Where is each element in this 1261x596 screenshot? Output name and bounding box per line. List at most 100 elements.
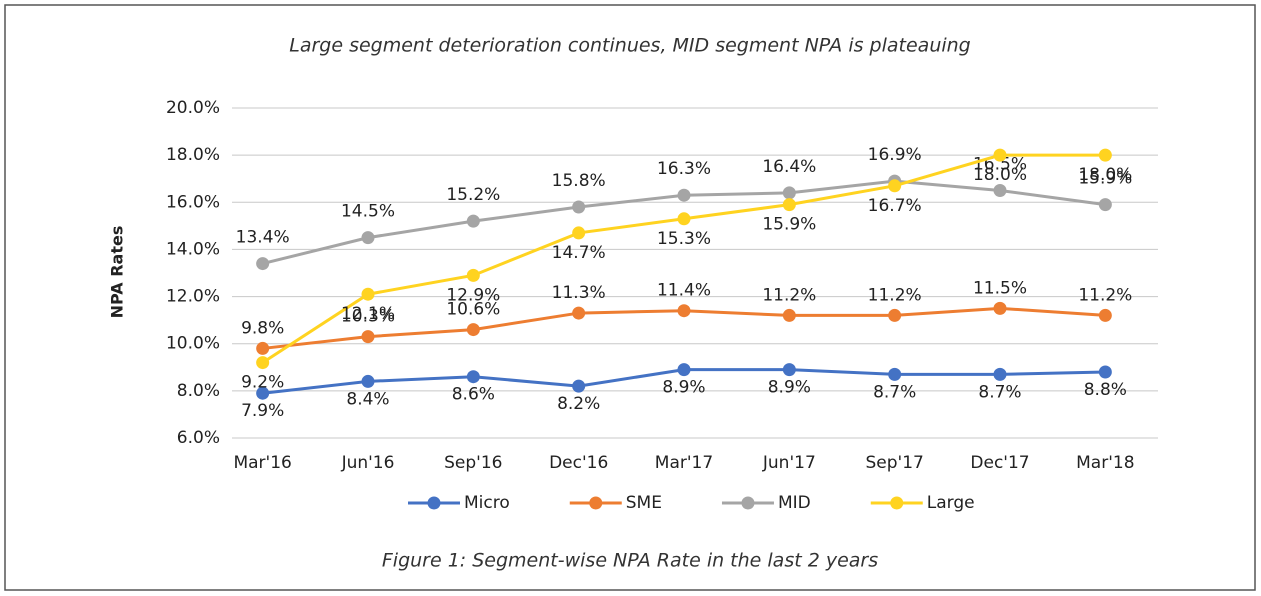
caption: Figure 1: Segment-wise NPA Rate in the l… bbox=[382, 550, 878, 572]
legend-label: SME bbox=[626, 493, 662, 513]
y-tick-label: 6.0% bbox=[177, 428, 220, 448]
point bbox=[1098, 308, 1112, 322]
data-label: 7.9% bbox=[241, 401, 284, 421]
data-label: 18.0% bbox=[973, 165, 1027, 185]
point bbox=[361, 287, 375, 301]
point bbox=[466, 323, 480, 337]
frame bbox=[4, 4, 1256, 591]
legend-label: Large bbox=[927, 493, 975, 513]
point bbox=[572, 226, 586, 240]
x-tick-label: Mar'18 bbox=[1076, 453, 1134, 473]
data-label: 15.3% bbox=[657, 229, 711, 249]
point bbox=[888, 308, 902, 322]
data-label: 14.7% bbox=[552, 243, 606, 263]
data-label: 14.5% bbox=[341, 202, 395, 222]
y-tick-label: 16.0% bbox=[166, 192, 220, 212]
data-label: 13.4% bbox=[236, 228, 290, 248]
point bbox=[572, 200, 586, 214]
point bbox=[466, 214, 480, 228]
x-tick-label: Dec'17 bbox=[970, 453, 1029, 473]
y-tick-label: 20.0% bbox=[166, 98, 220, 118]
point bbox=[993, 301, 1007, 315]
point bbox=[677, 188, 691, 202]
point bbox=[782, 186, 796, 200]
data-label: 11.2% bbox=[1078, 285, 1132, 305]
point bbox=[572, 306, 586, 320]
data-label: 9.2% bbox=[241, 373, 284, 393]
x-tick-label: Sep'16 bbox=[444, 453, 502, 473]
data-label: 9.8% bbox=[241, 318, 284, 338]
data-label: 8.2% bbox=[557, 394, 600, 414]
point bbox=[256, 386, 270, 400]
point bbox=[361, 330, 375, 344]
data-label: 8.4% bbox=[346, 389, 389, 409]
legend-label: MID bbox=[778, 493, 811, 513]
point bbox=[572, 379, 586, 393]
data-label: 11.2% bbox=[762, 285, 816, 305]
point bbox=[782, 363, 796, 377]
y-tick-label: 14.0% bbox=[166, 239, 220, 259]
x-tick-label: Mar'16 bbox=[233, 453, 291, 473]
data-label: 8.9% bbox=[662, 378, 705, 398]
point bbox=[782, 308, 796, 322]
x-tick-label: Sep'17 bbox=[865, 453, 923, 473]
data-label: 16.9% bbox=[868, 145, 922, 165]
y-axis-label: NPA Rates bbox=[108, 226, 127, 319]
data-label: 15.8% bbox=[552, 171, 606, 191]
point bbox=[361, 374, 375, 388]
data-label: 16.4% bbox=[762, 157, 816, 177]
data-label: 8.8% bbox=[1084, 380, 1127, 400]
y-tick-label: 12.0% bbox=[166, 287, 220, 307]
data-label: 18.0% bbox=[1078, 165, 1132, 185]
data-label: 11.2% bbox=[868, 285, 922, 305]
data-label: 8.9% bbox=[768, 378, 811, 398]
data-label: 12.9% bbox=[446, 285, 500, 305]
point bbox=[993, 148, 1007, 162]
legend-marker bbox=[741, 496, 755, 510]
point bbox=[466, 268, 480, 282]
data-label: 11.3% bbox=[552, 283, 606, 303]
point bbox=[466, 370, 480, 384]
data-label: 12.1% bbox=[341, 304, 395, 324]
point bbox=[361, 231, 375, 245]
point bbox=[256, 341, 270, 355]
legend-marker bbox=[589, 496, 603, 510]
data-label: 10.3% bbox=[341, 307, 395, 327]
chart-title: Large segment deterioration continues, M… bbox=[289, 35, 971, 57]
legend-marker bbox=[427, 496, 441, 510]
point bbox=[256, 356, 270, 370]
data-label: 15.9% bbox=[1078, 169, 1132, 189]
legend-marker bbox=[890, 496, 904, 510]
y-tick-label: 18.0% bbox=[166, 145, 220, 165]
point bbox=[888, 179, 902, 193]
point bbox=[993, 184, 1007, 197]
data-label: 11.5% bbox=[973, 278, 1027, 298]
point bbox=[1098, 148, 1112, 162]
point bbox=[677, 363, 691, 377]
data-label: 8.7% bbox=[978, 382, 1021, 402]
data-label: 16.7% bbox=[868, 196, 922, 216]
point bbox=[677, 212, 691, 226]
point bbox=[782, 198, 796, 212]
legend-label: Micro bbox=[464, 493, 510, 513]
data-label: 16.3% bbox=[657, 159, 711, 179]
point bbox=[993, 367, 1007, 381]
x-tick-label: Jun'16 bbox=[341, 453, 395, 473]
x-tick-label: Dec'16 bbox=[549, 453, 608, 473]
point bbox=[888, 367, 902, 381]
point bbox=[677, 304, 691, 318]
data-label: 8.6% bbox=[452, 385, 495, 405]
data-label: 15.2% bbox=[446, 185, 500, 205]
y-tick-label: 8.0% bbox=[177, 381, 220, 401]
point bbox=[1098, 198, 1112, 212]
point bbox=[256, 257, 270, 271]
data-label: 11.4% bbox=[657, 281, 711, 301]
data-label: 10.6% bbox=[446, 300, 500, 320]
x-tick-label: Mar'17 bbox=[655, 453, 713, 473]
x-tick-label: Jun'17 bbox=[762, 453, 816, 473]
data-label: 15.9% bbox=[762, 215, 816, 235]
point bbox=[1098, 365, 1112, 379]
data-label: 8.7% bbox=[873, 382, 916, 402]
y-tick-label: 10.0% bbox=[166, 334, 220, 354]
